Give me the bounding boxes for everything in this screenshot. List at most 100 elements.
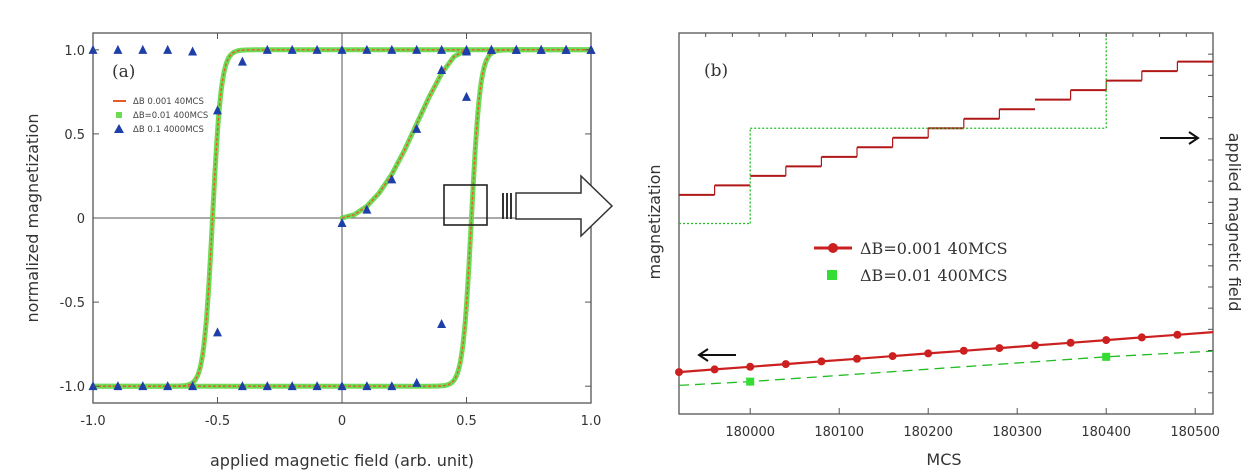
triangle-point-lower bbox=[437, 318, 447, 328]
panel-a-y-tick-label: -1.0 bbox=[60, 380, 85, 395]
zoom-box bbox=[443, 184, 488, 226]
triangle-point-lower bbox=[536, 44, 546, 54]
legend-a-marker-3 bbox=[114, 124, 124, 133]
panel-b-field-series bbox=[679, 33, 1213, 225]
panel-a-x-tick-label: 1.0 bbox=[581, 414, 602, 429]
magnetization-red-marker bbox=[817, 357, 826, 366]
panel-a-series bbox=[88, 44, 596, 391]
triangle-point-lower bbox=[337, 381, 347, 391]
magnetization-red-marker bbox=[888, 352, 897, 361]
panel-a: -1.0 -0.5 0 0.5 1.0 -1.0 -0.5 0 0.5 1.0 (a) ΔB 0.… bbox=[23, 32, 614, 470]
magnetization-red-marker bbox=[959, 346, 968, 355]
triangle-point-lower bbox=[462, 91, 471, 101]
triangle-point-lower bbox=[138, 381, 148, 391]
triangle-point-lower bbox=[412, 377, 422, 387]
triangle-point-lower bbox=[237, 381, 247, 391]
magnetization-red-marker bbox=[1102, 336, 1111, 345]
triangle-point-lower bbox=[188, 381, 198, 391]
triangle-point-upper bbox=[163, 44, 173, 54]
triangle-point-upper bbox=[387, 44, 397, 54]
arrow-right-field-axis bbox=[1160, 131, 1200, 145]
triangle-point-upper bbox=[188, 46, 198, 56]
triangle-point-lower bbox=[511, 44, 521, 54]
triangle-point-lower bbox=[312, 381, 322, 391]
triangle-point-upper bbox=[138, 44, 148, 54]
magnetization-red-marker bbox=[781, 360, 790, 369]
panel-b-ticks: 180000 180100 180200 180300 180400 180500 bbox=[678, 32, 1220, 440]
panel-a-x-tick-label: 0 bbox=[338, 414, 346, 429]
triangle-point-upper bbox=[362, 44, 372, 54]
triangle-point-lower bbox=[362, 381, 372, 391]
panel-a-legend: ΔB 0.001 40MCS ΔB=0.01 400MCS ΔB 0.1 400… bbox=[113, 97, 208, 135]
panel-a-y-tick-label: -0.5 bbox=[60, 296, 85, 311]
magnetization-red-marker bbox=[1066, 338, 1075, 347]
triangle-point-lower bbox=[113, 381, 123, 391]
panel-a-x-axis-label: applied magnetic field (arb. unit) bbox=[210, 451, 474, 470]
triangle-point-lower bbox=[262, 381, 272, 391]
triangle-point-upper bbox=[337, 44, 347, 54]
magnetization-red-marker bbox=[853, 354, 861, 363]
triangle-point-virgin bbox=[437, 65, 447, 74]
magnetization-red-marker bbox=[924, 349, 933, 358]
panel-a-x-tick-label: -0.5 bbox=[205, 414, 230, 429]
triangle-point-upper bbox=[237, 56, 247, 66]
panel-b-x-tick-label: 180100 bbox=[814, 425, 864, 440]
triangle-point-lower bbox=[561, 44, 571, 54]
magnetization-green-marker bbox=[746, 377, 755, 386]
triangle-point-lower bbox=[387, 381, 397, 391]
panel-b-x-tick-label: 180300 bbox=[992, 425, 1042, 440]
triangle-point-upper bbox=[412, 44, 422, 54]
magnetization-red-marker bbox=[1173, 330, 1182, 339]
panel-b-legend: ΔB=0.001 40MCS ΔB=0.01 400MCS bbox=[814, 239, 1008, 285]
triangle-point-upper bbox=[287, 44, 297, 54]
panel-a-y-tick-label: 0 bbox=[77, 212, 85, 227]
panel-b-x-tick-label: 180200 bbox=[903, 425, 953, 440]
triangle-point-virgin bbox=[337, 218, 347, 228]
magnetization-red-marker bbox=[1137, 333, 1146, 342]
magnetization-red-marker bbox=[1031, 341, 1039, 350]
panel-a-y-tick-label: 0.5 bbox=[64, 128, 85, 143]
panel-b-x-tick-label: 180000 bbox=[725, 425, 775, 440]
legend-b-marker-2 bbox=[827, 270, 837, 280]
magnetization-red-marker bbox=[710, 365, 719, 374]
panel-b-label: (b) bbox=[704, 61, 728, 81]
panel-b-magnetization-series bbox=[675, 330, 1214, 387]
panel-a-ticks: -1.0 -0.5 0 0.5 1.0 -1.0 -0.5 0 0.5 1.0 bbox=[60, 33, 602, 429]
panel-b-y-axis-label: magnetization bbox=[645, 164, 664, 279]
panel-a-x-tick-label: 0.5 bbox=[456, 414, 477, 429]
panel-a-x-tick-label: -1.0 bbox=[80, 414, 105, 429]
legend-b-label-2: ΔB=0.01 400MCS bbox=[860, 266, 1008, 285]
legend-b-marker-1 bbox=[828, 243, 838, 253]
magnetization-green-marker bbox=[1102, 352, 1111, 361]
triangle-point-upper bbox=[437, 44, 447, 54]
triangle-point-virgin bbox=[412, 123, 422, 133]
triangle-point-lower bbox=[163, 381, 173, 391]
triangle-point-upper bbox=[213, 105, 222, 115]
magnetization-red-line bbox=[678, 331, 1214, 374]
triangle-point-virgin bbox=[362, 204, 372, 214]
triangle-point-lower bbox=[287, 381, 297, 391]
panel-b-x-axis-label: MCS bbox=[926, 450, 961, 469]
legend-a-label-3: ΔB 0.1 4000MCS bbox=[133, 125, 204, 135]
panel-a-y-tick-label: 1.0 bbox=[64, 44, 85, 59]
arrow-left-magnetization-axis bbox=[697, 348, 736, 362]
magnetization-red-marker bbox=[746, 362, 755, 371]
magnetization-red-marker bbox=[675, 368, 683, 377]
panel-a-label: (a) bbox=[112, 62, 135, 82]
right-arrow-to-panel-b bbox=[502, 174, 614, 238]
panel-b-right-axis-label: applied magnetic field bbox=[1225, 133, 1244, 312]
panel-b-x-tick-label: 180400 bbox=[1081, 425, 1131, 440]
panel-b-x-tick-label: 180500 bbox=[1170, 425, 1220, 440]
legend-a-label-1: ΔB 0.001 40MCS bbox=[133, 97, 204, 107]
triangle-point-upper bbox=[312, 44, 322, 54]
panel-a-y-axis-label: normalized magnetization bbox=[23, 113, 42, 322]
legend-a-label-2: ΔB=0.01 400MCS bbox=[133, 111, 208, 121]
triangle-point-virgin bbox=[462, 46, 471, 56]
magnetization-green-line bbox=[678, 350, 1214, 387]
triangle-point-lower bbox=[213, 327, 222, 337]
triangle-point-upper bbox=[262, 44, 272, 54]
panel-b: 180000 180100 180200 180300 180400 180500 (b)… bbox=[645, 32, 1244, 469]
legend-a-marker-2 bbox=[116, 112, 122, 118]
triangle-point-lower bbox=[486, 44, 496, 54]
